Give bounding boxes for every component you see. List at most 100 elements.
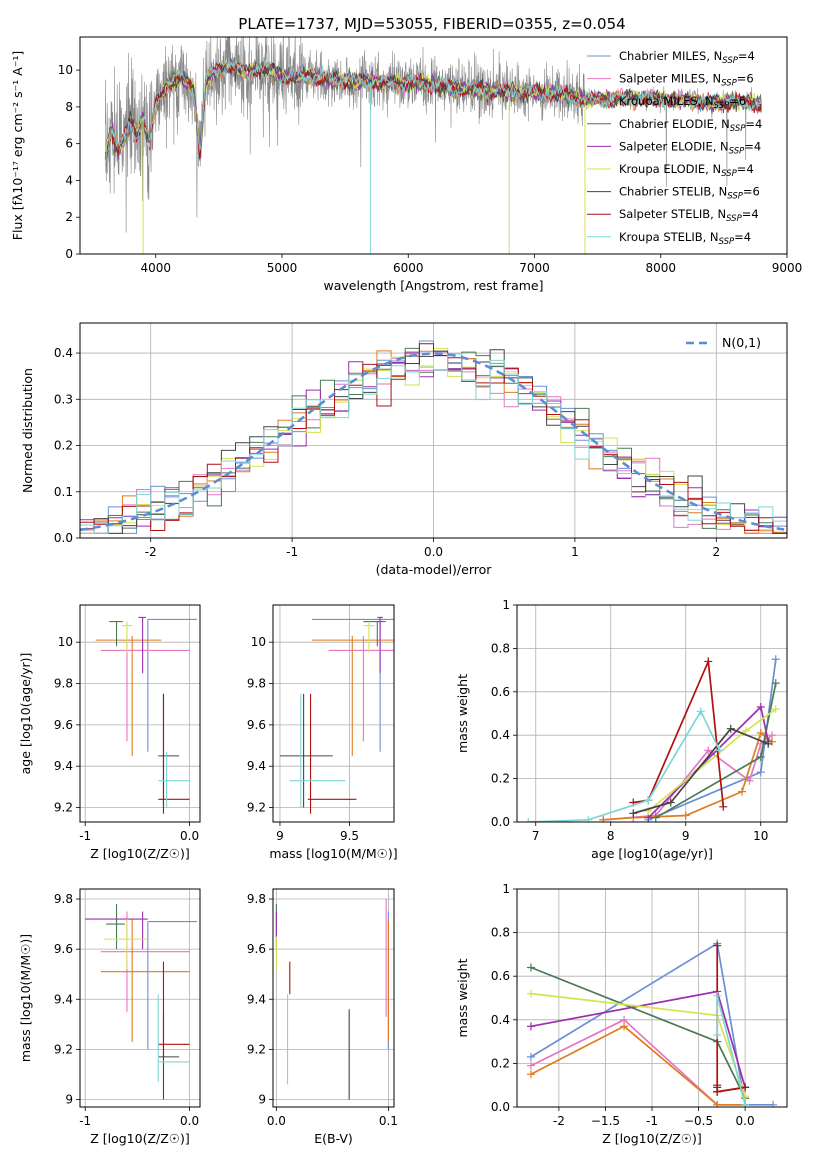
age_vs_Z-panel: -1 0.0 9.2 9.4 9.6 9.8 10 Z [log10(Z/Z☉)] age [l… xyxy=(18,604,201,861)
y-tick-label: 0.3 xyxy=(54,392,73,406)
y-tick-label: 0.4 xyxy=(491,728,510,742)
y-tick-label: 0.6 xyxy=(491,969,510,983)
y-tick-label: 9.4 xyxy=(247,992,266,1006)
y-tick-label: 9.6 xyxy=(54,942,73,956)
axes-frame xyxy=(516,604,788,823)
y-axis-label: Flux [fλ10⁻¹⁷ erg cm⁻² s⁻¹ A⁻¹] xyxy=(10,51,25,240)
weight-marker-kroupa_stelib xyxy=(584,815,593,822)
axes-frame xyxy=(79,604,201,823)
x-tick-label: 9 xyxy=(276,829,284,843)
y-tick-label: 9.2 xyxy=(247,801,266,815)
y-tick-label: 9.4 xyxy=(247,759,266,773)
x-tick-label: 9000 xyxy=(772,261,803,275)
mass_vs_Z-plot-area xyxy=(85,904,197,1100)
x-tick-label: 9.5 xyxy=(340,829,359,843)
age_vs_Z-plot-area xyxy=(95,616,197,814)
weight-marker-salpeter_miles xyxy=(745,776,754,785)
y-tick-label: 10 xyxy=(58,635,73,649)
weight-marker-kroupa_miles xyxy=(599,815,608,822)
x-axis-label: Z [log10(Z/Z☉)] xyxy=(90,1131,190,1146)
weight-marker-salpeter_stelib xyxy=(713,941,722,950)
x-axis-label: mass [log10(M/M☉)] xyxy=(269,846,397,861)
x-axis-label: E(B-V) xyxy=(314,1131,353,1146)
x-axis-label: age [log10(age/yr)] xyxy=(591,846,713,861)
weight-marker-chabrier_miles xyxy=(526,1052,535,1061)
y-tick-label: 9.8 xyxy=(247,892,266,906)
y-tick-label: 9.6 xyxy=(247,942,266,956)
weight-marker-kroupa_elodie xyxy=(771,705,780,714)
x-tick-label: 0.0 xyxy=(267,1114,286,1128)
weight-marker-kroupa_stelib xyxy=(713,991,722,1000)
x-tick-label: 4000 xyxy=(140,261,171,275)
legend-label-chabrier_stelib: Chabrier STELIB, NSSP=6 xyxy=(619,185,760,202)
x-tick-label: 7 xyxy=(532,829,540,843)
axes-frame xyxy=(79,322,788,539)
weight-line-salpeter_stelib xyxy=(633,658,725,807)
y-axis-label: Normed distribution xyxy=(20,368,35,493)
weight-marker-kroupa_miles xyxy=(526,1070,535,1079)
x-tick-label: 7000 xyxy=(519,261,550,275)
y-tick-label: 9.4 xyxy=(54,992,73,1006)
weight-marker-chabrier_stelib xyxy=(726,724,735,733)
weight-line-chabrier_miles xyxy=(530,942,773,1106)
x-axis-label: (data-model)/error xyxy=(376,562,493,577)
weight-marker-chabrier_stelib xyxy=(629,809,638,818)
weight-marker-chabrier_miles xyxy=(771,655,780,664)
legend-label-salpeter_miles: Salpeter MILES, NSSP=6 xyxy=(619,72,754,89)
residuals-panel: -2 -1 0.0 1 2 0.0 0.1 0.2 0.3 0.4 (data-model)/err… xyxy=(20,322,788,577)
weight-marker-chabrier_stelib xyxy=(764,739,773,748)
y-tick-label: 9.2 xyxy=(247,1042,266,1056)
x-tick-label: -1 xyxy=(286,545,298,559)
y-axis-label: mass [log10(M/M☉)] xyxy=(18,934,33,1062)
y-tick-label: 9.6 xyxy=(247,718,266,732)
y-axis-label: mass weight xyxy=(455,674,470,753)
legend-label-salpeter_elodie: Salpeter ELODIE, NSSP=4 xyxy=(619,139,761,156)
mass_vs_ebv-panel: 0.0 0.1 9 9.2 9.4 9.6 9.8 E(B-V) xyxy=(247,888,398,1146)
weight-marker-salpeter_elodie xyxy=(526,1022,535,1031)
y-tick-label: 0.0 xyxy=(491,1100,510,1114)
legend-label-salpeter_stelib: Salpeter STELIB, NSSP=4 xyxy=(619,207,759,224)
weight-marker-salpeter_miles xyxy=(704,746,713,755)
weight-marker-salpeter_stelib xyxy=(741,1083,750,1092)
weight-marker-chabrier_elodie xyxy=(771,679,780,688)
y-tick-label: 9.8 xyxy=(54,892,73,906)
axes-frame xyxy=(272,604,395,823)
weight-marker-kroupa_stelib xyxy=(696,707,705,716)
weight-line-kroupa_miles xyxy=(530,1025,746,1106)
massweight_vs_age-plot-area xyxy=(524,655,780,822)
weight-marker-kroupa_miles xyxy=(713,1100,722,1107)
weight-marker-kroupa_stelib xyxy=(741,1100,750,1107)
figure-title: PLATE=1737, MJD=53055, FIBERID=0355, z=0… xyxy=(238,15,625,33)
y-tick-label: 1 xyxy=(502,598,510,612)
weight-marker-kroupa_miles xyxy=(756,729,765,738)
x-tick-label: 8000 xyxy=(645,261,676,275)
y-tick-label: 2 xyxy=(65,210,73,224)
model-line-kroupa_stelib xyxy=(104,57,762,165)
weight-marker-chabrier_miles xyxy=(756,768,765,777)
y-tick-label: 9.8 xyxy=(247,677,266,691)
y-tick-label: 0.8 xyxy=(491,926,510,940)
weight-marker-salpeter_stelib xyxy=(713,1087,722,1096)
weight-marker-kroupa_miles xyxy=(681,811,690,820)
x-axis-label: Z [log10(Z/Z☉)] xyxy=(602,1131,702,1146)
y-tick-label: 1 xyxy=(502,882,510,896)
weight-marker-chabrier_miles xyxy=(769,1100,778,1107)
axes-frame xyxy=(79,36,788,255)
y-tick-label: 9 xyxy=(65,1092,73,1106)
x-tick-label: 0.0 xyxy=(180,829,199,843)
x-tick-label: 0.0 xyxy=(180,1114,199,1128)
x-axis-label: wavelength [Angstrom, rest frame] xyxy=(323,278,543,293)
x-tick-label: −0.5 xyxy=(684,1114,713,1128)
y-tick-label: 9.2 xyxy=(54,1042,73,1056)
y-tick-label: 8 xyxy=(65,100,73,114)
weight-marker-kroupa_elodie xyxy=(526,989,535,998)
legend-label-kroupa_stelib: Kroupa STELIB, NSSP=4 xyxy=(619,230,751,247)
x-tick-label: 8 xyxy=(607,829,615,843)
axes-frame xyxy=(516,888,788,1108)
y-tick-label: 0.2 xyxy=(491,1056,510,1070)
x-tick-label: −1.5 xyxy=(591,1114,620,1128)
x-tick-label: 1 xyxy=(571,545,579,559)
weight-marker-kroupa_miles xyxy=(620,1022,629,1031)
residuals-plot-area xyxy=(80,340,787,534)
